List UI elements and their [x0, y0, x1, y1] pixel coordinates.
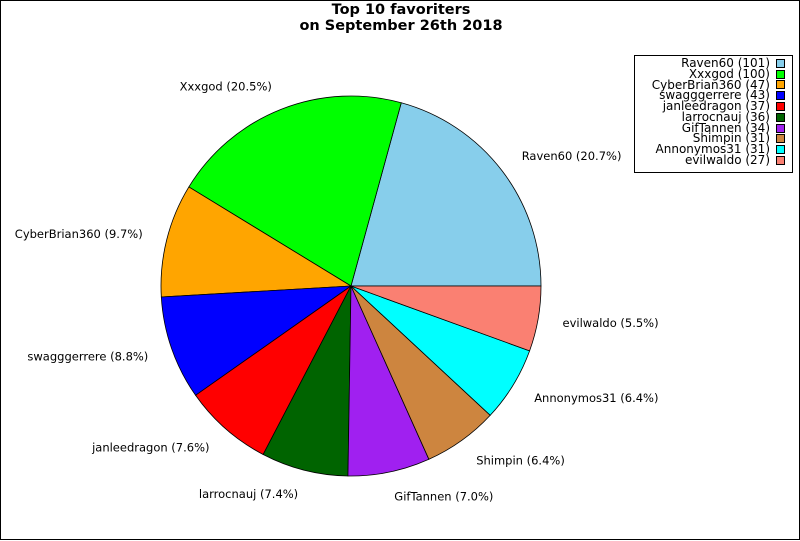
legend: Raven60 (101) Xxxgod (100) CyberBrian360 (…: [634, 55, 793, 173]
legend-swatch: [776, 91, 785, 101]
legend-item-larrocnauj: larrocnauj (36): [635, 109, 792, 124]
slice-label-shimpin: Shimpin (6.4%): [476, 453, 565, 467]
chart-title-line-2: on September 26th 2018: [299, 18, 503, 34]
legend-label: larrocnauj (36): [681, 109, 770, 124]
slice-label-cyberbrian360: CyberBrian360 (9.7%): [15, 227, 143, 241]
legend-swatch: [776, 156, 785, 166]
pie-slice-xxxgod: [188, 95, 402, 287]
slice-label-xxxgod: Xxxgod (20.5%): [180, 79, 272, 93]
legend-item-swagggerrere: swagggerrere (43): [635, 88, 792, 103]
chart-title-line-1: Top 10 favoriters: [331, 2, 471, 18]
legend-swatch: [776, 102, 785, 112]
pie-slice-evilwaldo: [350, 285, 542, 352]
legend-swatch: [776, 80, 785, 90]
legend-label: evilwaldo (27): [684, 153, 770, 168]
legend-swatch: [776, 145, 785, 155]
legend-swatch: [776, 58, 785, 68]
legend-label: janleedragon (37): [662, 99, 770, 114]
legend-item-xxxgod: Xxxgod (100): [635, 66, 792, 81]
legend-item-janleedragon: janleedragon (37): [635, 99, 792, 114]
pie-slice-raven60: [350, 102, 542, 287]
slice-label-larrocnauj: larrocnauj (7.4%): [199, 487, 298, 501]
slice-label-swagggerrere: swagggerrere (8.8%): [27, 350, 148, 364]
legend-swatch: [776, 123, 785, 133]
legend-label: CyberBrian360 (47): [651, 77, 770, 92]
legend-item-shimpin: Shimpin (31): [635, 131, 792, 146]
legend-label: swagggerrere (43): [659, 88, 770, 103]
legend-item-cyberbrian360: CyberBrian360 (47): [635, 77, 792, 92]
legend-swatch: [776, 112, 785, 122]
slice-label-raven60: Raven60 (20.7%): [522, 149, 622, 163]
legend-item-evilwaldo: evilwaldo (27): [635, 153, 792, 168]
legend-item-raven60: Raven60 (101): [635, 55, 792, 70]
legend-label: Xxxgod (100): [688, 66, 770, 81]
legend-label: Shimpin (31): [692, 131, 770, 146]
slice-label-evilwaldo: evilwaldo (5.5%): [563, 316, 659, 330]
legend-label: Raven60 (101): [681, 55, 770, 70]
slice-label-giftannen: GifTannen (7.0%): [394, 489, 493, 503]
slice-label-janleedragon: janleedragon (7.6%): [91, 441, 209, 455]
legend-item-giftannen: GifTannen (34): [635, 120, 792, 135]
legend-swatch: [776, 134, 785, 144]
legend-label: Annonymos31 (31): [655, 142, 770, 157]
slice-label-annonymos31: Annonymos31 (6.4%): [534, 391, 658, 405]
legend-swatch: [776, 69, 785, 79]
legend-item-annonymos31: Annonymos31 (31): [635, 142, 792, 157]
pie-slice-swagggerrere: [160, 285, 353, 396]
legend-label: GifTannen (34): [681, 120, 770, 135]
chart-title: Top 10 favoriters on September 26th 2018: [1, 2, 800, 34]
pie-slice-cyberbrian360: [160, 186, 353, 298]
